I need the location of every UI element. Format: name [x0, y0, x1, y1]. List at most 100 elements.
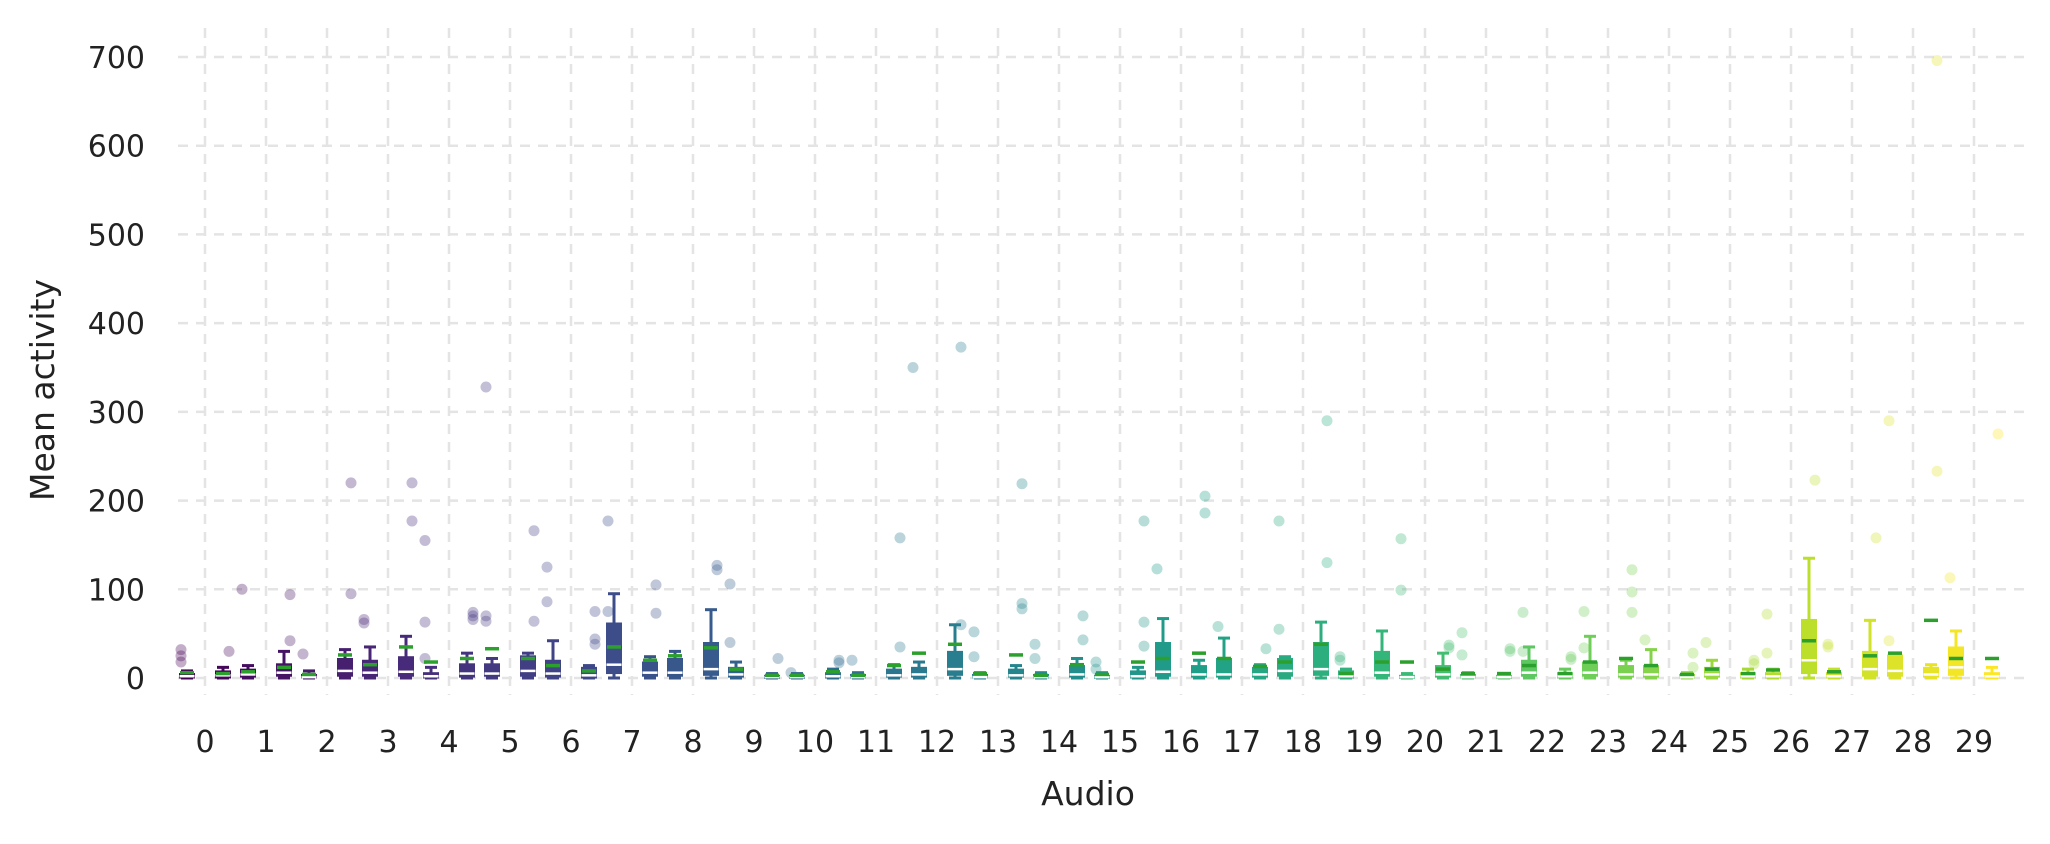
x-tick-label: 14	[1040, 725, 1078, 760]
outlier-point	[480, 381, 492, 393]
outlier-point	[650, 607, 662, 619]
x-tick-label: 2	[317, 725, 336, 760]
outlier-point	[1822, 641, 1834, 653]
box	[1191, 665, 1207, 678]
outlier-point	[345, 477, 357, 489]
outlier-point	[724, 637, 736, 649]
outlier-point	[175, 644, 187, 656]
outlier-point	[1626, 586, 1638, 598]
outlier-point	[833, 657, 845, 669]
outlier-point	[602, 605, 614, 617]
outlier-point	[1273, 515, 1285, 527]
outlier-point	[1090, 656, 1102, 668]
box	[337, 657, 353, 677]
x-axis: 0 1 2 3 4 5 6 7 8 9 10 11 12 13 14 15 16 17 18 19 20 21 22 23 24…	[195, 725, 1993, 760]
outlier-point	[724, 578, 736, 590]
outlier-point	[1992, 428, 2004, 440]
outlier-point	[1016, 603, 1028, 615]
outlier-point	[284, 635, 296, 647]
outlier-point	[297, 648, 309, 660]
x-tick-label: 1	[256, 725, 275, 760]
y-axis: 0 100 200 300 400 500 600 700	[88, 41, 145, 697]
outlier-point	[1334, 654, 1346, 666]
x-tick-label: 28	[1894, 725, 1932, 760]
outlier-point	[1748, 658, 1760, 670]
outlier-point	[480, 610, 492, 622]
x-tick-label: 12	[918, 725, 956, 760]
x-tick-label: 26	[1772, 725, 1810, 760]
outlier-point	[419, 616, 431, 628]
x-tick-label: 4	[439, 725, 458, 760]
y-tick-label: 500	[88, 218, 145, 253]
box	[886, 668, 902, 678]
outlier-point	[1077, 634, 1089, 646]
x-tick-label: 18	[1284, 725, 1322, 760]
box	[1130, 670, 1146, 679]
outlier-point	[1456, 627, 1468, 639]
outlier-point	[1761, 647, 1773, 659]
outlier-point	[1273, 623, 1285, 635]
outlier-point	[1029, 638, 1041, 650]
outlier-point	[528, 525, 540, 537]
outlier-point	[1456, 649, 1468, 661]
outlier-point	[1443, 639, 1455, 651]
outlier-point	[1565, 653, 1577, 665]
x-tick-label: 6	[561, 725, 580, 760]
outlier-point	[589, 633, 601, 645]
x-tick-label: 13	[979, 725, 1017, 760]
outlier-point	[968, 651, 980, 663]
y-tick-label: 600	[88, 130, 145, 165]
outlier-point	[1700, 637, 1712, 649]
x-tick-label: 22	[1528, 725, 1566, 760]
outlier-point	[1077, 610, 1089, 622]
outlier-point	[1395, 584, 1407, 596]
outlier-point	[1395, 533, 1407, 545]
x-tick-label: 19	[1345, 725, 1383, 760]
outlier-point	[1639, 634, 1651, 646]
box	[703, 642, 719, 676]
outlier-point	[602, 515, 614, 527]
outlier-point	[406, 477, 418, 489]
box	[1582, 661, 1598, 677]
outlier-point	[1822, 638, 1834, 650]
outlier-point	[1809, 474, 1821, 486]
outlier-point	[467, 613, 479, 625]
outlier-point	[480, 615, 492, 627]
outlier-point	[358, 617, 370, 629]
outlier-point	[419, 534, 431, 546]
outlier-point	[968, 626, 980, 638]
x-tick-label: 20	[1406, 725, 1444, 760]
outlier-point	[345, 588, 357, 600]
box	[947, 650, 963, 676]
outlier-point	[1016, 478, 1028, 490]
outlier-point	[284, 589, 296, 601]
box	[581, 666, 597, 679]
box	[1618, 665, 1634, 678]
y-axis-title: Mean activity	[23, 279, 62, 501]
outlier-point	[528, 615, 540, 627]
outlier-point	[1626, 564, 1638, 576]
outlier-point	[1334, 651, 1346, 663]
box	[1801, 618, 1817, 675]
outlier-point	[1931, 465, 1943, 477]
outlier-point	[894, 532, 906, 544]
outlier-point	[541, 596, 553, 608]
outlier-point	[406, 515, 418, 527]
y-tick-label: 400	[88, 307, 145, 342]
outlier-point	[1199, 490, 1211, 502]
box	[1435, 665, 1451, 678]
outlier-point	[1883, 415, 1895, 427]
outlier-point	[223, 645, 235, 657]
outlier-point	[1748, 654, 1760, 666]
outlier-point	[1212, 621, 1224, 633]
box-series	[179, 556, 2000, 680]
box	[728, 666, 744, 678]
outlier-point	[1883, 635, 1895, 647]
x-tick-label: 24	[1650, 725, 1688, 760]
x-tick-label: 16	[1162, 725, 1200, 760]
outlier-point	[711, 559, 723, 571]
outlier-point	[467, 606, 479, 618]
outlier-point	[1504, 645, 1516, 657]
box	[1008, 668, 1024, 678]
